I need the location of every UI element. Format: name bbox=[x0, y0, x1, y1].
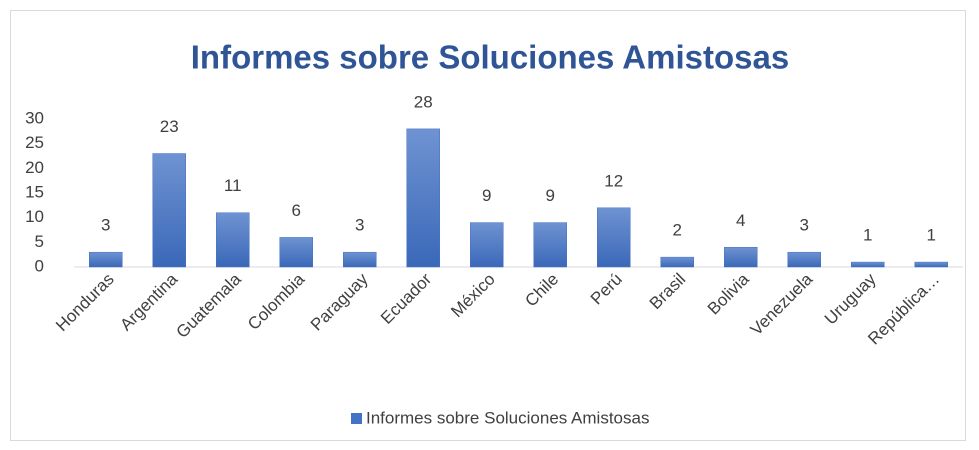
bar bbox=[851, 261, 885, 268]
bar bbox=[787, 251, 821, 268]
y-tick-label: 25 bbox=[25, 133, 44, 152]
y-tick-label: 10 bbox=[25, 207, 44, 226]
data-label: 1 bbox=[927, 226, 936, 245]
y-tick-label: 20 bbox=[25, 158, 44, 177]
data-label: 9 bbox=[546, 186, 555, 205]
data-label: 1 bbox=[863, 226, 872, 245]
data-label: 4 bbox=[736, 211, 745, 230]
data-label: 3 bbox=[355, 216, 364, 235]
y-tick-label: 15 bbox=[25, 182, 44, 201]
y-tick-label: 0 bbox=[35, 256, 44, 275]
data-label: 12 bbox=[604, 171, 623, 190]
bar bbox=[724, 247, 758, 268]
y-tick-label: 30 bbox=[25, 108, 44, 127]
bar bbox=[216, 212, 250, 268]
bar bbox=[597, 207, 631, 268]
data-label: 11 bbox=[224, 176, 242, 195]
data-label: 2 bbox=[673, 221, 682, 240]
chart-title: Informes sobre Soluciones Amistosas bbox=[191, 39, 789, 76]
data-label: 3 bbox=[101, 216, 110, 235]
y-tick-label: 5 bbox=[35, 232, 44, 251]
bar bbox=[406, 128, 440, 268]
data-label: 6 bbox=[292, 201, 301, 220]
bar bbox=[660, 256, 694, 268]
data-label: 3 bbox=[800, 216, 809, 235]
data-label: 23 bbox=[160, 117, 179, 136]
legend-swatch bbox=[351, 413, 362, 424]
bar bbox=[470, 222, 504, 268]
bar bbox=[279, 237, 313, 268]
bar bbox=[152, 153, 186, 268]
bar bbox=[533, 222, 567, 268]
bar bbox=[89, 251, 123, 268]
bar bbox=[343, 251, 377, 268]
legend-label: Informes sobre Soluciones Amistosas bbox=[366, 408, 649, 427]
data-label: 28 bbox=[414, 92, 433, 111]
bar bbox=[914, 261, 948, 268]
data-label: 9 bbox=[482, 186, 491, 205]
